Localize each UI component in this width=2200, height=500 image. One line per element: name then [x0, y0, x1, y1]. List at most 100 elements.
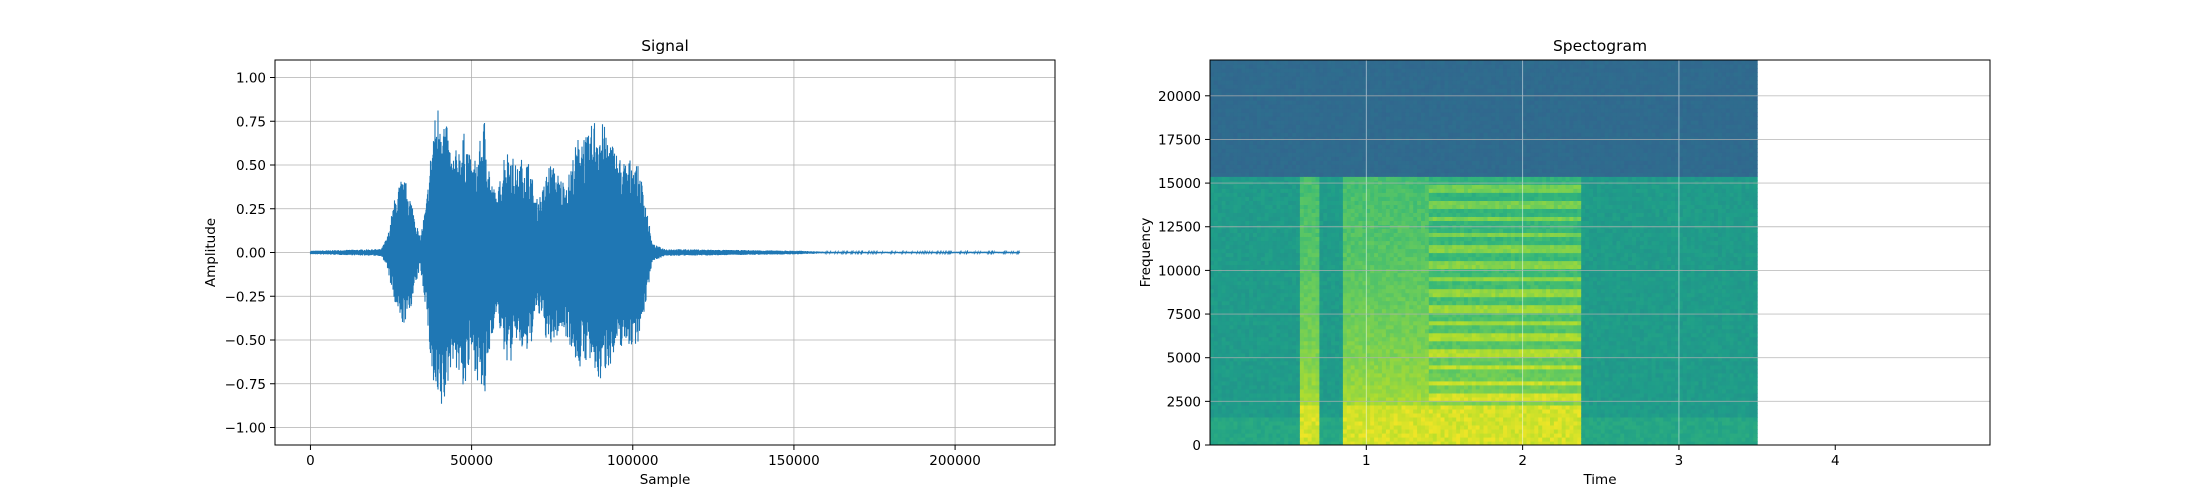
spectrogram-cell	[1213, 344, 1219, 350]
spectrogram-cell	[1339, 312, 1344, 318]
spectrogram-cell	[1272, 136, 1277, 141]
spectrogram-cell	[1323, 260, 1328, 266]
spectrogram-cell	[1253, 68, 1258, 73]
spectrogram-cell	[1299, 300, 1305, 306]
spectrogram-cell	[1393, 136, 1399, 141]
spectrogram-cell	[1241, 388, 1246, 394]
spectrogram-cell	[1256, 112, 1262, 117]
spectrogram-cell	[1299, 276, 1305, 282]
spectrogram-cell	[1354, 204, 1360, 209]
spectrogram-cell	[1264, 292, 1270, 298]
spectrogram-cell	[1331, 344, 1336, 350]
spectrogram-cell	[1288, 252, 1293, 258]
spectrogram-cell	[1256, 396, 1262, 402]
spectrogram-cell	[1264, 128, 1270, 133]
spectrogram-cell	[1331, 152, 1336, 157]
spectrogram-cell	[1350, 396, 1356, 402]
spectrogram-cell	[1342, 140, 1348, 145]
spectrogram-cell	[1264, 112, 1270, 117]
spectrogram-cell	[1358, 433, 1363, 438]
spectrogram-cell	[1409, 368, 1414, 374]
spectrogram-cell	[1253, 184, 1258, 189]
spectrogram-cell	[1292, 416, 1297, 422]
spectrogram-cell	[1303, 300, 1309, 306]
spectrogram-cell	[1260, 328, 1266, 334]
spectrogram-cell	[1299, 168, 1305, 173]
spectrogram-cell	[1370, 441, 1375, 445]
spectrogram-cell	[1311, 232, 1317, 237]
spectrogram-cell	[1381, 252, 1387, 258]
spectrogram-cell	[1217, 184, 1223, 189]
spectrogram-cell	[1213, 296, 1219, 302]
spectrogram-cell	[1401, 168, 1406, 173]
spectrogram-cell	[1217, 188, 1223, 193]
spectrogram-cell	[1210, 72, 1215, 77]
spectrogram-cell	[1217, 280, 1223, 286]
spectrogram-cell	[1385, 368, 1391, 374]
spectrogram-cell	[1292, 256, 1297, 262]
spectrogram-cell	[1299, 332, 1305, 338]
spectrogram-cell	[1229, 192, 1234, 197]
spectrogram-cell	[1358, 396, 1363, 402]
spectrogram-cell	[1284, 429, 1289, 434]
spectrogram-cell	[1299, 148, 1305, 153]
spectrogram-cell	[1241, 112, 1246, 117]
spectrogram-cell	[1241, 160, 1246, 165]
spectrogram-cell	[1397, 116, 1403, 121]
spectrogram-cell	[1253, 316, 1258, 322]
spectrogram-cell	[1284, 336, 1289, 342]
spectrogram-cell	[1366, 280, 1371, 286]
spectrogram-cell	[1225, 160, 1231, 165]
spectrogram-cell	[1319, 136, 1324, 141]
spectrogram-cell	[1268, 108, 1274, 113]
spectrogram-cell	[1264, 433, 1270, 438]
spectrogram-cell	[1378, 320, 1383, 326]
spectrogram-cell	[1292, 204, 1297, 209]
spectrogram-cell	[1401, 344, 1406, 350]
spectrogram-cell	[1229, 252, 1234, 258]
spectrogram-cell	[1385, 240, 1391, 246]
spectrogram-cell	[1213, 196, 1219, 201]
spectrogram-cell	[1311, 208, 1317, 213]
spectrogram-cell	[1339, 252, 1344, 258]
spectrogram-cell	[1405, 433, 1410, 438]
spectrogram-cell	[1296, 64, 1301, 69]
spectrogram-cell	[1225, 252, 1231, 258]
spectrogram-cell	[1268, 384, 1274, 390]
spectrogram-cell	[1249, 80, 1254, 85]
spectrogram-cell	[1272, 364, 1277, 370]
spectrogram-cell	[1339, 220, 1344, 225]
spectrogram-cell	[1280, 128, 1285, 133]
spectrogram-cell	[1401, 308, 1406, 314]
spectrogram-cell	[1217, 96, 1223, 101]
spectrogram-cell	[1346, 396, 1352, 402]
spectrogram-cell	[1381, 256, 1387, 262]
spectrogram-cell	[1272, 152, 1277, 157]
spectrogram-cell	[1213, 236, 1219, 242]
spectrogram-cell	[1405, 176, 1410, 181]
spectrogram-cell	[1374, 148, 1379, 153]
spectrogram-cell	[1393, 64, 1399, 69]
spectrogram-cell	[1362, 437, 1367, 442]
spectrogram-cell	[1272, 76, 1277, 81]
spectrogram-cell	[1268, 124, 1274, 129]
spectrogram-cell	[1393, 72, 1399, 77]
spectrogram-cell	[1241, 332, 1246, 338]
spectrogram-cell	[1331, 116, 1336, 121]
spectrogram-cell	[1378, 164, 1383, 169]
spectrogram-cell	[1311, 228, 1317, 233]
spectrogram-cell	[1264, 280, 1270, 286]
spectrogram-cell	[1323, 92, 1328, 97]
spectrogram-cell	[1331, 200, 1336, 205]
spectrogram-cell	[1335, 368, 1340, 374]
spectrogram-cell	[1268, 216, 1274, 221]
spectrogram-cell	[1256, 433, 1262, 438]
spectrogram-cell	[1292, 136, 1297, 141]
spectrogram-cell	[1229, 392, 1234, 398]
spectrogram-cell	[1245, 252, 1250, 258]
spectrogram-cell	[1409, 372, 1414, 378]
spectrogram-cell	[1245, 300, 1250, 306]
spectrogram-cell	[1225, 60, 1231, 65]
spectrogram-cell	[1381, 100, 1387, 105]
spectrogram-cell	[1249, 408, 1254, 414]
